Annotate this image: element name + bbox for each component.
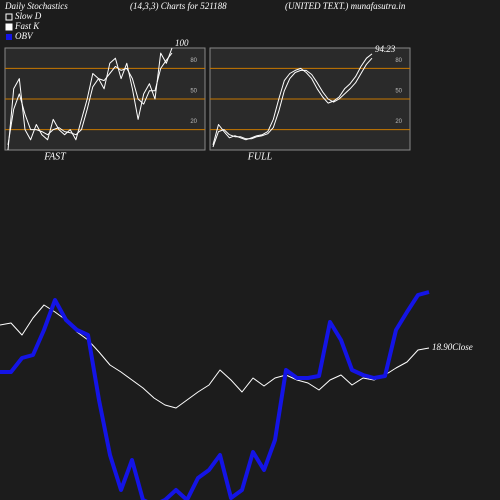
header-title: Daily Stochastics — [4, 1, 68, 11]
y-tick-label: 20 — [190, 119, 197, 125]
data-label: 18.90Close — [432, 342, 473, 352]
legend-entry: Slow D — [15, 11, 42, 21]
legend-swatch — [5, 23, 13, 31]
series-line — [212, 57, 373, 148]
legend-swatch — [6, 34, 12, 40]
data-label: 100 — [175, 38, 189, 48]
y-tick-label: 50 — [395, 89, 402, 95]
data-label: 94.23 — [375, 44, 396, 54]
series-line — [7, 52, 173, 145]
panel-title: FULL — [247, 151, 273, 162]
legend-swatch — [5, 13, 13, 21]
y-tick-label: 50 — [190, 89, 197, 95]
y-tick-label: 80 — [395, 58, 402, 64]
legend-entry: Fast K — [14, 21, 40, 31]
header-source: (UNITED TEXT.) munafasutra.in — [285, 1, 406, 11]
header-subtitle: (14,3,3) Charts for 521188 — [130, 1, 227, 11]
series-line — [212, 53, 373, 146]
obv-line — [0, 290, 430, 500]
legend-entry: OBV — [15, 31, 34, 41]
y-tick-label: 20 — [395, 119, 402, 125]
series-line — [7, 47, 173, 151]
y-tick-label: 80 — [190, 58, 197, 64]
panel-title: FAST — [43, 151, 67, 162]
